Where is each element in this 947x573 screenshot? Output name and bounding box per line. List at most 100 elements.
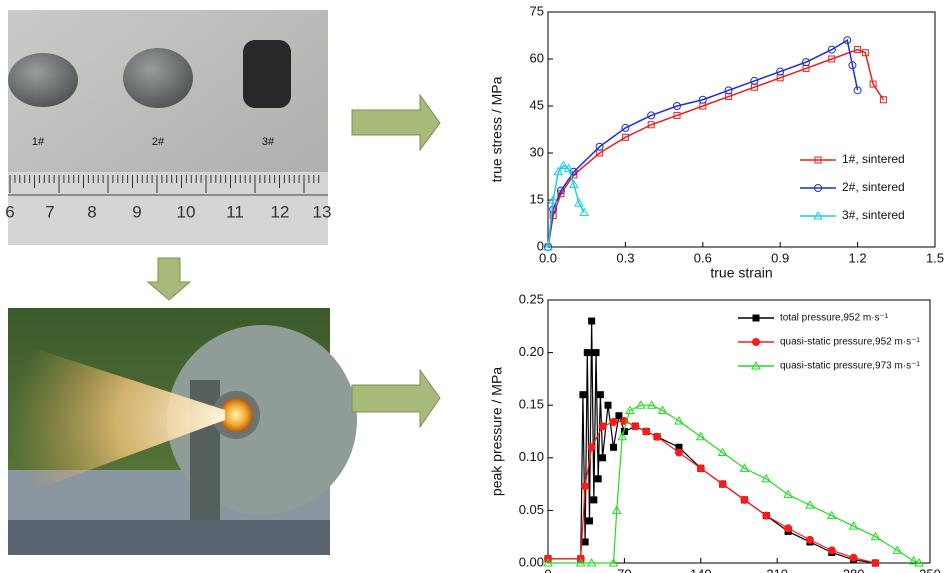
legend-label: quasi-static pressure,952 m·s⁻¹ <box>780 337 920 348</box>
marker <box>843 36 852 45</box>
y-tick-label: 0.25 <box>519 291 544 306</box>
x-tick-label: 140 <box>690 566 712 573</box>
marker <box>553 166 564 176</box>
legend-marker <box>752 338 760 346</box>
marker <box>696 464 705 473</box>
marker <box>635 400 646 409</box>
photo-samples <box>8 10 328 245</box>
legend-label: quasi-static pressure,973 m·s⁻¹ <box>780 361 920 372</box>
marker <box>674 448 683 457</box>
marker <box>595 142 604 151</box>
marker <box>740 495 749 504</box>
series-line <box>548 321 876 564</box>
y-tick-label: 0.00 <box>519 554 544 569</box>
legend-marker <box>814 184 822 192</box>
marker <box>587 443 596 452</box>
marker <box>609 443 617 451</box>
y-tick-label: 0.10 <box>519 449 544 464</box>
marker <box>609 418 618 427</box>
ruler-number: 6 <box>5 202 14 221</box>
marker <box>761 473 772 483</box>
marker <box>624 405 635 414</box>
marker <box>673 102 681 110</box>
marker <box>590 496 598 504</box>
marker <box>717 447 728 457</box>
marker <box>558 160 569 170</box>
x-tick-label: 350 <box>919 566 941 573</box>
y-tick-label: 30 <box>530 144 544 159</box>
marker <box>599 454 607 462</box>
marker <box>615 412 623 420</box>
marker <box>598 422 607 431</box>
marker <box>827 45 836 54</box>
marker <box>579 207 589 217</box>
x-tick-label: 210 <box>766 566 788 573</box>
marker <box>848 61 857 70</box>
x-tick-label: 0.6 <box>694 250 712 265</box>
marker <box>647 121 655 129</box>
marker <box>776 67 785 76</box>
marker <box>594 475 602 483</box>
ruler-number: 8 <box>87 202 96 221</box>
marker <box>621 123 630 132</box>
marker <box>631 422 640 431</box>
y-tick-label: 60 <box>530 50 544 65</box>
ruler-number: 7 <box>45 202 54 221</box>
marker <box>805 500 815 509</box>
legend-marker <box>752 314 760 322</box>
x-tick-label: 0.0 <box>539 250 557 265</box>
marker <box>583 349 591 357</box>
x-tick-label: 0.9 <box>771 250 789 265</box>
x-tick-label: 0 <box>544 566 551 573</box>
marker <box>828 55 836 63</box>
marker <box>914 557 924 567</box>
marker <box>853 86 862 95</box>
marker <box>784 524 793 533</box>
ruler-number: 11 <box>226 202 244 221</box>
marker <box>608 557 619 567</box>
legend-label: 1#, sintered <box>842 152 905 166</box>
y-tick-label: 0 <box>537 238 544 253</box>
marker <box>563 163 574 173</box>
marker <box>592 349 600 357</box>
marker <box>585 517 593 525</box>
marker <box>586 557 597 567</box>
marker <box>548 194 559 204</box>
marker <box>826 510 837 520</box>
marker <box>581 538 589 546</box>
marker <box>642 427 651 436</box>
plot-frame <box>547 299 931 564</box>
marker <box>657 405 668 414</box>
marker <box>673 111 681 119</box>
y-tick-label: 0.05 <box>519 502 544 517</box>
marker <box>762 511 771 520</box>
marker <box>574 198 584 207</box>
marker <box>568 179 579 188</box>
y-axis-label: true stress / MPa <box>489 76 505 182</box>
x-tick-label: 1.5 <box>926 250 944 265</box>
ruler-number: 12 <box>271 202 290 221</box>
marker <box>647 111 656 120</box>
marker <box>695 431 706 441</box>
x-tick-label: 1.2 <box>849 250 867 265</box>
marker <box>849 553 858 562</box>
y-tick-label: 15 <box>530 191 544 206</box>
arrows <box>146 93 441 429</box>
ruler-number: 10 <box>177 202 196 221</box>
legend-marker <box>814 156 822 164</box>
marker <box>870 531 881 541</box>
marker <box>646 400 657 409</box>
ruler-number: 9 <box>132 202 141 221</box>
marker <box>556 186 565 195</box>
marker <box>750 76 759 85</box>
marker <box>848 521 859 530</box>
marker <box>802 58 810 67</box>
marker <box>543 557 553 567</box>
marker <box>653 432 662 441</box>
legend-label: 3#, sintered <box>842 208 905 222</box>
marker <box>805 535 814 544</box>
marker <box>698 95 707 104</box>
marker <box>892 545 903 554</box>
